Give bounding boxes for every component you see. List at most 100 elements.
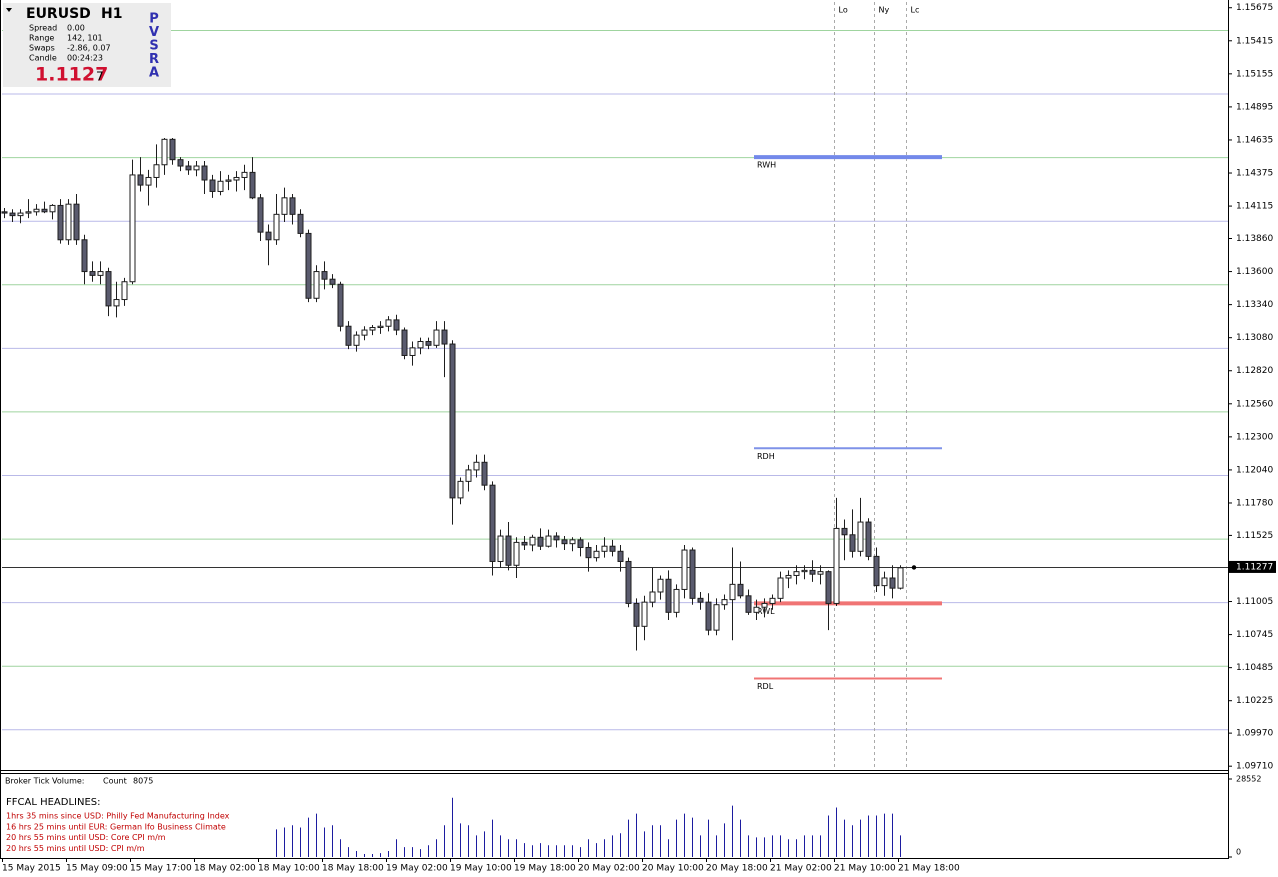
candle-body [609, 545, 616, 552]
candle-body [217, 180, 224, 192]
candle-body [33, 208, 40, 213]
candle-body [249, 171, 256, 199]
candle-body [433, 329, 440, 346]
candle-body [81, 239, 88, 273]
x-tick-label: 19 May 02:00 [386, 864, 448, 874]
indicator-letter: A [149, 66, 159, 81]
candle-body [881, 577, 888, 587]
info-panel: EURUSD H1 1.1127 7 Spread 0.00 Range 142, 1… [3, 3, 171, 87]
candle-body [41, 208, 48, 213]
x-tick-label: 20 May 10:00 [642, 864, 704, 874]
x-tick-label: 15 May 09:00 [66, 864, 128, 874]
pivot-label: RDL [757, 682, 774, 691]
candle-body [161, 138, 168, 166]
candle-body [257, 197, 264, 233]
candle-body [513, 541, 520, 566]
candle-body [665, 578, 672, 613]
stat-value: -2.86, 0.07 [67, 44, 111, 53]
candle-body [281, 197, 288, 215]
volume-title: Broker Tick Volume: [5, 777, 84, 786]
y-tick-label: 1.13860 [1236, 234, 1273, 244]
y-tick-label: 1.12560 [1236, 399, 1273, 409]
candle-body [817, 571, 824, 575]
candle-body [633, 602, 640, 627]
volume-y-tick-label: 0 [1236, 848, 1241, 857]
x-tick-label: 21 May 18:00 [898, 864, 960, 874]
x-tick-label: 21 May 02:00 [770, 864, 832, 874]
candle-body [593, 550, 600, 559]
candle-body [713, 604, 720, 631]
candle-body [705, 601, 712, 631]
candle-body [169, 138, 176, 161]
stat-value: 0.00 [67, 24, 85, 33]
stat-label: Range [29, 34, 54, 43]
candle-body [465, 469, 472, 482]
pivot-label: RWL [757, 607, 775, 616]
candle-body [657, 578, 664, 593]
x-tick-label: 20 May 02:00 [578, 864, 640, 874]
candle-body [441, 329, 448, 345]
candle-body [601, 545, 608, 552]
candle-body [721, 599, 728, 606]
candle-body [649, 591, 656, 603]
candle-body [393, 319, 400, 331]
news-item: 16 hrs 25 mins until EUR: German Ifo Bus… [6, 822, 226, 831]
current-price-dot [911, 565, 917, 570]
y-tick-label: 1.09710 [1236, 762, 1273, 772]
candle-body [113, 299, 120, 307]
current-price-label: 1.11277 [1236, 562, 1273, 572]
candle-body [121, 281, 128, 301]
y-tick-label: 1.15415 [1236, 36, 1273, 46]
candle-body [793, 571, 800, 576]
frame [0, 0, 1229, 859]
candle-body [233, 176, 240, 181]
candle-body [697, 597, 704, 603]
stat-label: Spread [29, 24, 57, 33]
candle-body [641, 601, 648, 627]
marks-layer [1, 138, 904, 651]
session-label: Lo [839, 6, 848, 15]
x-tick-label: 18 May 02:00 [194, 864, 256, 874]
candle-body [689, 549, 696, 599]
candle-body [473, 461, 480, 471]
candle-body [337, 283, 344, 327]
x-tick-label: 21 May 10:00 [834, 864, 896, 874]
candle-body [201, 165, 208, 181]
candle-body [737, 583, 744, 597]
candle-body [457, 480, 464, 499]
candle-body [209, 179, 216, 192]
y-tick-label: 1.12820 [1236, 366, 1273, 376]
candle-body [585, 546, 592, 559]
news-item: 1hrs 35 mins since USD: Philly Fed Manuf… [6, 812, 230, 821]
candle-body [753, 606, 760, 613]
candle-body [537, 536, 544, 547]
candle-body [849, 534, 856, 552]
candle-body [105, 271, 112, 307]
bid-price: 1.1127 [35, 64, 108, 86]
volume-count-label: Count [103, 777, 127, 786]
candle-body [529, 536, 536, 546]
candle-body [857, 521, 864, 552]
pivot-label: RDH [757, 452, 775, 461]
y-tick-label: 1.12040 [1236, 465, 1273, 475]
x-tick-label: 19 May 18:00 [514, 864, 576, 874]
candle-body [873, 555, 880, 587]
candle-body [65, 203, 72, 241]
candle-body [305, 232, 312, 299]
candle-body [809, 569, 816, 575]
session-label: Ny [879, 6, 890, 15]
y-tick-label: 1.13340 [1236, 300, 1273, 310]
candle-body [425, 340, 432, 346]
volume-y-tick-label: 28552 [1236, 775, 1261, 784]
candle-body [241, 171, 248, 178]
candle-body [49, 204, 56, 213]
candle-body [313, 271, 320, 299]
candle-body [369, 327, 376, 331]
candle-body [9, 212, 16, 217]
candle-body [25, 211, 32, 214]
candle-body [297, 213, 304, 234]
pivot-label: RWH [757, 161, 776, 170]
x-tick-label: 18 May 18:00 [322, 864, 384, 874]
candle-body [569, 539, 576, 545]
